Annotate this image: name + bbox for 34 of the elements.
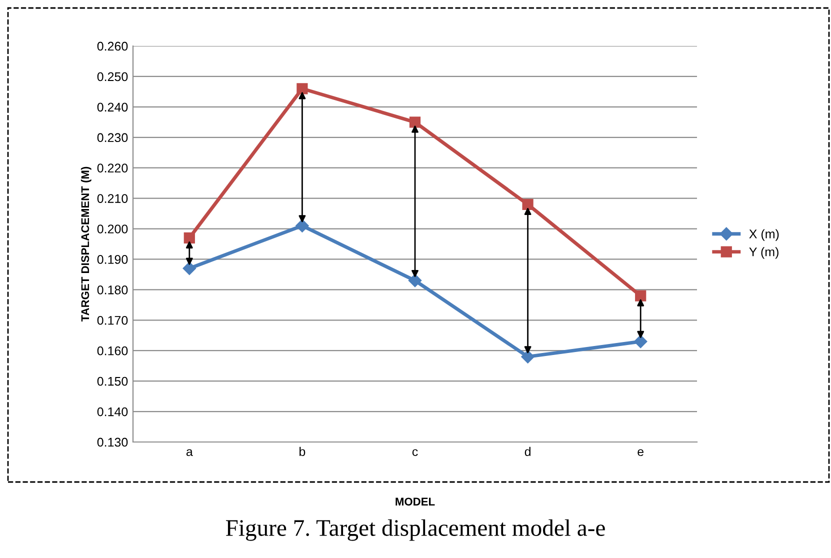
caption: Figure 7. Target displacement model a-e	[226, 519, 605, 541]
x-tick-label: e	[638, 449, 644, 456]
y-tick-label: 0.190	[97, 255, 128, 264]
y-tick-label: 0.210	[97, 194, 128, 203]
point	[184, 232, 195, 244]
y-tick-label: 0.200	[97, 224, 128, 234]
y-tick-label: 0.160	[97, 346, 128, 356]
y-tick-label: 0.180	[97, 285, 128, 294]
x-axis-title: MODEL	[396, 498, 435, 506]
y-tick-label: 0.260	[97, 42, 128, 51]
legend-label: Y (m)	[749, 247, 778, 259]
point	[182, 262, 196, 275]
y-tick-label: 0.220	[97, 164, 128, 172]
point	[296, 219, 309, 232]
point	[522, 198, 534, 210]
y-tick-label: 0.240	[97, 102, 128, 112]
y-tick-label: 0.140	[97, 407, 128, 416]
y-tick-label: 0.170	[97, 316, 128, 325]
point	[296, 83, 308, 94]
point	[635, 290, 646, 302]
y-tick-label: 0.130	[97, 438, 128, 447]
point	[409, 116, 421, 128]
x-tick-label: b	[300, 446, 306, 456]
y-tick-label: 0.250	[97, 72, 128, 82]
y-tick-label: 0.230	[97, 133, 128, 142]
y-tick-label: 0.150	[97, 376, 128, 386]
y-axis-title: TARGET DISPLACEMENT (M)	[80, 166, 92, 322]
x-tick-label: d	[524, 446, 530, 456]
point	[408, 274, 422, 288]
x-tick-label: c	[412, 449, 418, 456]
legend-label: X (m)	[749, 229, 779, 241]
x-tick-label: a	[186, 449, 193, 456]
point	[634, 334, 648, 348]
point	[521, 350, 534, 364]
